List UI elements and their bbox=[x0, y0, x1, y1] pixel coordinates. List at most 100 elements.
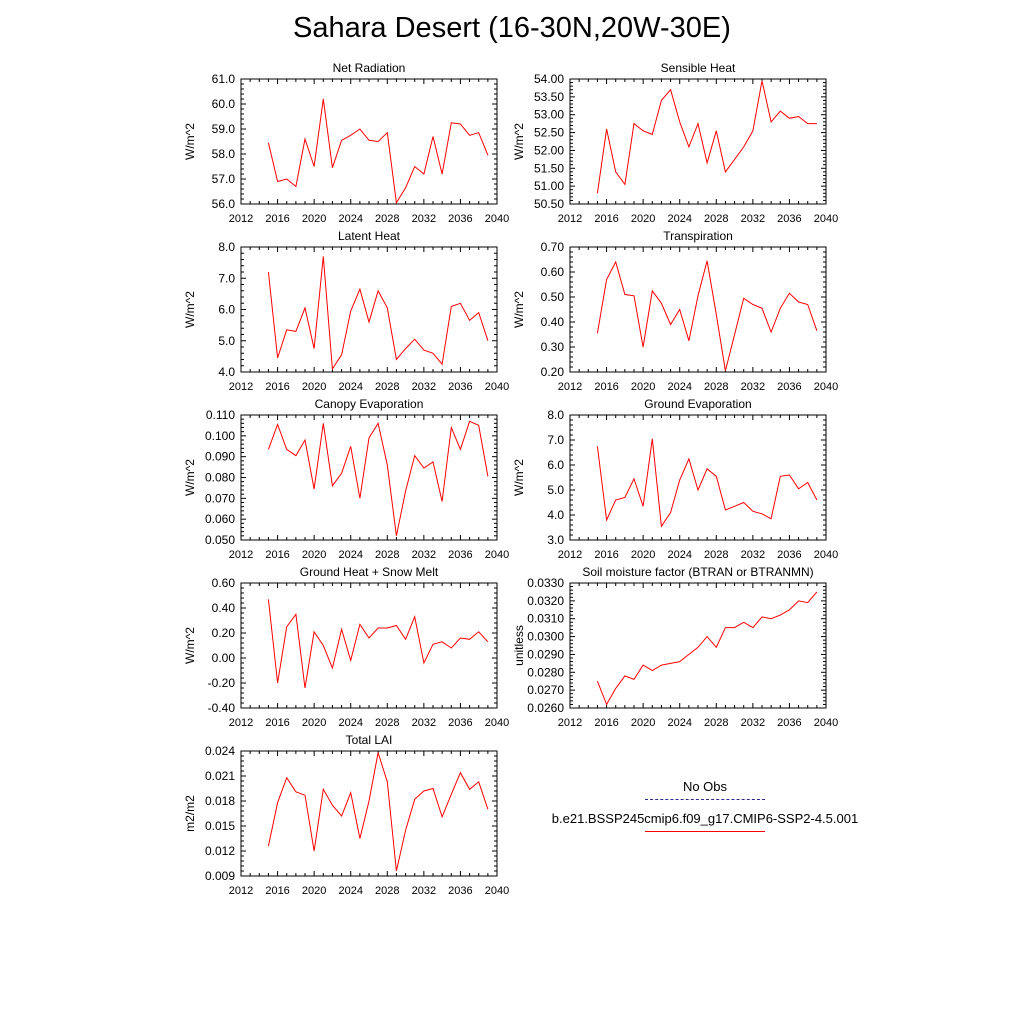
x-tick-label: 2036 bbox=[448, 885, 472, 897]
x-tick-label: 2032 bbox=[412, 885, 436, 897]
chart-title: Net Radiation bbox=[333, 61, 406, 75]
y-tick-label: 50.50 bbox=[534, 197, 564, 211]
x-tick-label: 2020 bbox=[631, 717, 655, 729]
y-tick-label: 0.50 bbox=[541, 290, 565, 304]
y-tick-label: 7.0 bbox=[218, 271, 235, 285]
x-tick-label: 2012 bbox=[558, 717, 582, 729]
legend-label-obs: No Obs bbox=[682, 779, 728, 794]
y-tick-label: 60.0 bbox=[212, 97, 236, 111]
y-axis-label: W/m^2 bbox=[512, 291, 526, 328]
x-tick-label: 2036 bbox=[777, 381, 801, 393]
plot-frame bbox=[240, 414, 498, 541]
x-tick-label: 2028 bbox=[704, 549, 728, 561]
x-tick-label: 2040 bbox=[814, 381, 838, 393]
y-axis-label: W/m^2 bbox=[183, 291, 197, 328]
y-tick-label: 0.021 bbox=[205, 769, 235, 783]
legend-swatch-obs bbox=[645, 799, 765, 800]
y-tick-label: 51.50 bbox=[534, 161, 564, 175]
x-tick-label: 2036 bbox=[448, 213, 472, 225]
x-tick-label: 2036 bbox=[448, 549, 472, 561]
x-tick-label: 2040 bbox=[814, 549, 838, 561]
chart-panel: 2012 2016 2020 2024 2028 2032 2036 2040 0.050 0.0… bbox=[183, 397, 509, 561]
y-tick-label: 0.0300 bbox=[527, 630, 564, 644]
x-tick-label: 2012 bbox=[558, 213, 582, 225]
x-tick-label: 2024 bbox=[338, 549, 362, 561]
x-tick-label: 2032 bbox=[412, 549, 436, 561]
y-tick-label: 0.100 bbox=[205, 429, 235, 443]
y-tick-label: 0.070 bbox=[205, 491, 235, 505]
chart-panel: 2012 2016 2020 2024 2028 2032 2036 2040 0.20 0.30… bbox=[512, 229, 838, 393]
y-tick-label: 4.0 bbox=[547, 508, 564, 522]
x-tick-label: 2036 bbox=[777, 213, 801, 225]
y-tick-label: 0.60 bbox=[212, 576, 236, 590]
x-tick-label: 2012 bbox=[229, 549, 253, 561]
x-tick-label: 2040 bbox=[485, 213, 509, 225]
chart-panel: 2012 2016 2020 2024 2028 2032 2036 2040 -0.40 -0.… bbox=[183, 565, 509, 729]
series-line bbox=[267, 98, 489, 205]
chart-title: Total LAI bbox=[346, 733, 393, 747]
x-tick-label: 2028 bbox=[375, 717, 399, 729]
chart-title: Ground Evaporation bbox=[644, 397, 751, 411]
y-axis-label: W/m^2 bbox=[512, 123, 526, 160]
x-tick-label: 2020 bbox=[631, 549, 655, 561]
plot-frame bbox=[569, 582, 827, 709]
x-tick-label: 2028 bbox=[704, 213, 728, 225]
y-axis-label: W/m^2 bbox=[183, 627, 197, 664]
x-tick-label: 2032 bbox=[412, 213, 436, 225]
chart-title: Latent Heat bbox=[338, 229, 401, 243]
x-tick-label: 2024 bbox=[338, 885, 362, 897]
x-tick-label: 2024 bbox=[667, 717, 691, 729]
y-tick-label: 0.00 bbox=[212, 651, 236, 665]
y-tick-label: 0.70 bbox=[541, 240, 565, 254]
y-tick-label: 0.20 bbox=[541, 365, 565, 379]
x-tick-label: 2012 bbox=[229, 717, 253, 729]
x-tick-label: 2032 bbox=[741, 213, 765, 225]
chart-panel: 2012 2016 2020 2024 2028 2032 2036 2040 0.0260 0.… bbox=[512, 565, 838, 729]
y-tick-label: 0.40 bbox=[541, 315, 565, 329]
x-tick-label: 2028 bbox=[375, 885, 399, 897]
x-tick-label: 2012 bbox=[558, 549, 582, 561]
y-tick-label: 0.20 bbox=[212, 626, 236, 640]
y-tick-label: 8.0 bbox=[218, 240, 235, 254]
x-tick-label: 2012 bbox=[229, 885, 253, 897]
y-tick-label: 0.0260 bbox=[527, 701, 564, 715]
x-tick-label: 2024 bbox=[338, 381, 362, 393]
x-tick-label: 2012 bbox=[229, 381, 253, 393]
y-tick-label: 0.080 bbox=[205, 471, 235, 485]
x-tick-label: 2024 bbox=[338, 717, 362, 729]
x-tick-label: 2036 bbox=[448, 381, 472, 393]
plot-frame bbox=[569, 246, 827, 373]
y-tick-label: 0.009 bbox=[205, 869, 235, 883]
x-tick-label: 2020 bbox=[302, 549, 326, 561]
x-tick-label: 2020 bbox=[302, 885, 326, 897]
x-tick-label: 2016 bbox=[265, 213, 289, 225]
series-line bbox=[267, 256, 489, 371]
x-tick-label: 2016 bbox=[265, 885, 289, 897]
x-tick-label: 2028 bbox=[375, 381, 399, 393]
x-tick-label: 2024 bbox=[667, 381, 691, 393]
chart-title: Soil moisture factor (BTRAN or BTRANMN) bbox=[582, 565, 813, 579]
x-tick-label: 2028 bbox=[704, 717, 728, 729]
x-tick-label: 2032 bbox=[741, 381, 765, 393]
series-line bbox=[596, 80, 817, 194]
chart-title: Transpiration bbox=[663, 229, 733, 243]
y-tick-label: 0.060 bbox=[205, 512, 235, 526]
y-tick-label: 0.0290 bbox=[527, 647, 564, 661]
y-tick-label: 0.090 bbox=[205, 450, 235, 464]
x-tick-label: 2024 bbox=[667, 213, 691, 225]
y-tick-label: 57.0 bbox=[212, 172, 236, 186]
series-line bbox=[596, 260, 818, 371]
y-tick-label: 0.0270 bbox=[527, 683, 564, 697]
y-tick-label: 5.0 bbox=[547, 483, 564, 497]
x-tick-label: 2028 bbox=[704, 381, 728, 393]
x-tick-label: 2020 bbox=[631, 213, 655, 225]
x-tick-label: 2024 bbox=[338, 213, 362, 225]
x-tick-label: 2016 bbox=[594, 717, 618, 729]
x-tick-label: 2016 bbox=[265, 717, 289, 729]
y-tick-label: 3.0 bbox=[547, 533, 564, 547]
y-axis-label: unitless bbox=[512, 625, 526, 666]
y-tick-label: 0.012 bbox=[205, 844, 235, 858]
plot-frame bbox=[240, 78, 498, 205]
legend-label-sim: b.e21.BSSP245cmip6.f09_g17.CMIP6-SSP2-4.… bbox=[551, 811, 859, 826]
y-tick-label: 5.0 bbox=[218, 334, 235, 348]
